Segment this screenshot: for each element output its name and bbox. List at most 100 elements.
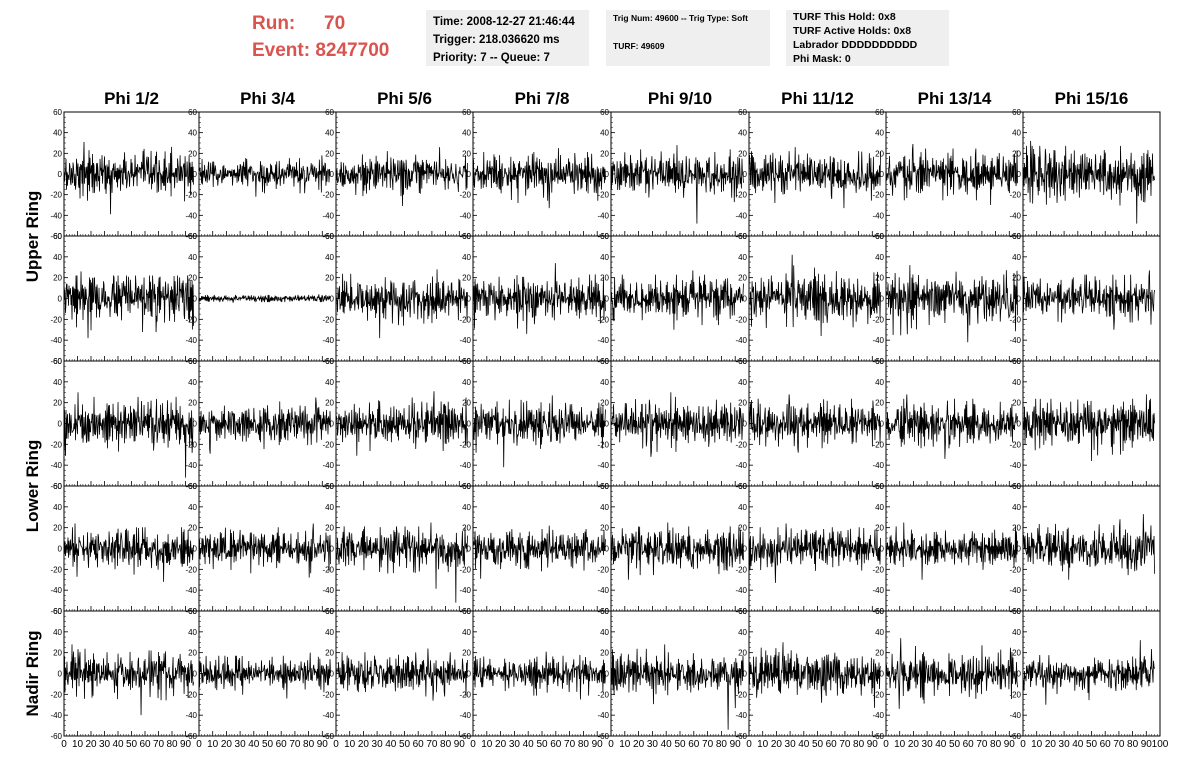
x-tick-label: 80 <box>853 739 865 750</box>
y-tick-label: -20 <box>185 440 197 449</box>
y-tick-label: 60 <box>188 482 197 491</box>
y-tick-label: -20 <box>597 440 609 449</box>
x-tick-label: 30 <box>235 739 247 750</box>
y-tick-label: 0 <box>1017 170 1022 179</box>
y-tick-label: 40 <box>600 129 609 138</box>
y-tick-label: -60 <box>735 732 747 741</box>
y-tick-label: -40 <box>50 711 62 720</box>
y-tick-label: 60 <box>875 482 884 491</box>
y-tick-label: 20 <box>188 524 197 533</box>
y-tick-label: -20 <box>185 565 197 574</box>
x-tick-label: 90 <box>1004 739 1016 750</box>
x-tick-label: 80 <box>990 739 1002 750</box>
y-tick-label: 0 <box>330 420 335 429</box>
y-tick-label: 60 <box>462 607 471 616</box>
y-tick-label: 0 <box>880 670 885 679</box>
y-tick-label: -20 <box>597 191 609 200</box>
y-tick-label: 20 <box>1012 649 1021 658</box>
y-tick-label: 20 <box>462 524 471 533</box>
y-tick-label: -20 <box>1009 690 1021 699</box>
y-tick-label: -40 <box>597 336 609 345</box>
x-tick-label: 70 <box>289 739 301 750</box>
x-tick-label: 60 <box>1100 739 1112 750</box>
waveform-trace <box>885 265 1018 343</box>
y-tick-label: 20 <box>462 149 471 158</box>
y-tick-label: 0 <box>880 295 885 304</box>
y-tick-label: -20 <box>735 440 747 449</box>
y-tick-label: 20 <box>600 274 609 283</box>
y-tick-label: 0 <box>605 420 610 429</box>
y-tick-label: 20 <box>600 524 609 533</box>
y-tick-label: -40 <box>185 461 197 470</box>
y-tick-label: 0 <box>880 420 885 429</box>
y-tick-label: 60 <box>600 357 609 366</box>
y-tick-label: -40 <box>597 586 609 595</box>
column-title: Phi 7/8 <box>515 89 570 108</box>
y-tick-label: 40 <box>462 378 471 387</box>
y-tick-label: 20 <box>325 524 334 533</box>
y-tick-label: 20 <box>53 149 62 158</box>
y-tick-label: -20 <box>322 690 334 699</box>
y-tick-label: 40 <box>325 628 334 637</box>
y-tick-label: 60 <box>875 357 884 366</box>
y-tick-label: -20 <box>50 191 62 200</box>
y-tick-label: 40 <box>1012 129 1021 138</box>
x-tick-label: 20 <box>221 739 233 750</box>
x-tick-label: 20 <box>771 739 783 750</box>
y-tick-label: 40 <box>53 628 62 637</box>
y-tick-label: 20 <box>875 649 884 658</box>
y-tick-label: -20 <box>1009 315 1021 324</box>
x-tick-label: 20 <box>1045 739 1057 750</box>
x-tick-label: 20 <box>85 739 97 750</box>
column-title: Phi 5/6 <box>377 89 432 108</box>
x-tick-label: 0 <box>333 739 339 750</box>
x-tick-label: 60 <box>139 739 151 750</box>
x-tick-label: 20 <box>358 739 370 750</box>
x-tick-label: 90 <box>730 739 742 750</box>
x-tick-label: 80 <box>716 739 728 750</box>
y-tick-label: -40 <box>459 711 471 720</box>
waveform-trace <box>610 270 744 330</box>
x-tick-label: 60 <box>688 739 700 750</box>
y-tick-label: 20 <box>325 149 334 158</box>
column-title: Phi 15/16 <box>1055 89 1129 108</box>
x-tick-label: 80 <box>303 739 315 750</box>
y-tick-label: 60 <box>188 108 197 117</box>
y-tick-label: 60 <box>188 357 197 366</box>
x-tick-label: 20 <box>633 739 645 750</box>
y-tick-label: 40 <box>600 253 609 262</box>
x-tick-label: 30 <box>647 739 659 750</box>
y-tick-label: 60 <box>462 357 471 366</box>
y-tick-label: -40 <box>185 711 197 720</box>
y-tick-label: 20 <box>325 649 334 658</box>
waveform-trace <box>1022 270 1155 330</box>
y-tick-label: 60 <box>188 232 197 241</box>
time-line: Time: 2008-12-27 21:46:44 <box>433 16 575 28</box>
y-tick-label: -40 <box>322 336 334 345</box>
y-tick-label: 40 <box>875 129 884 138</box>
y-tick-label: 0 <box>467 170 472 179</box>
y-tick-label: -60 <box>185 732 197 741</box>
y-tick-label: -40 <box>735 461 747 470</box>
x-tick-label: 70 <box>564 739 576 750</box>
x-tick-label: 90 <box>317 739 329 750</box>
time-info-box: Time: 2008-12-27 21:46:44 Trigger: 218.0… <box>426 10 589 66</box>
x-tick-label: 10 <box>757 739 769 750</box>
y-tick-label: 0 <box>467 420 472 429</box>
y-tick-label: -40 <box>185 211 197 220</box>
waveform-trace <box>748 642 881 708</box>
column-title: Phi 9/10 <box>648 89 712 108</box>
y-tick-label: 0 <box>193 420 198 429</box>
y-tick-label: 60 <box>325 108 334 117</box>
x-tick-label: 90 <box>592 739 604 750</box>
y-tick-label: -60 <box>597 732 609 741</box>
x-tick-label: 30 <box>1059 739 1071 750</box>
x-tick-label: 30 <box>785 739 797 750</box>
y-tick-label: -40 <box>50 211 62 220</box>
y-tick-label: 0 <box>330 670 335 679</box>
y-tick-label: -40 <box>459 336 471 345</box>
y-tick-label: -20 <box>735 191 747 200</box>
y-tick-label: 0 <box>58 670 63 679</box>
y-tick-label: 0 <box>467 545 472 554</box>
x-tick-label: 30 <box>509 739 521 750</box>
